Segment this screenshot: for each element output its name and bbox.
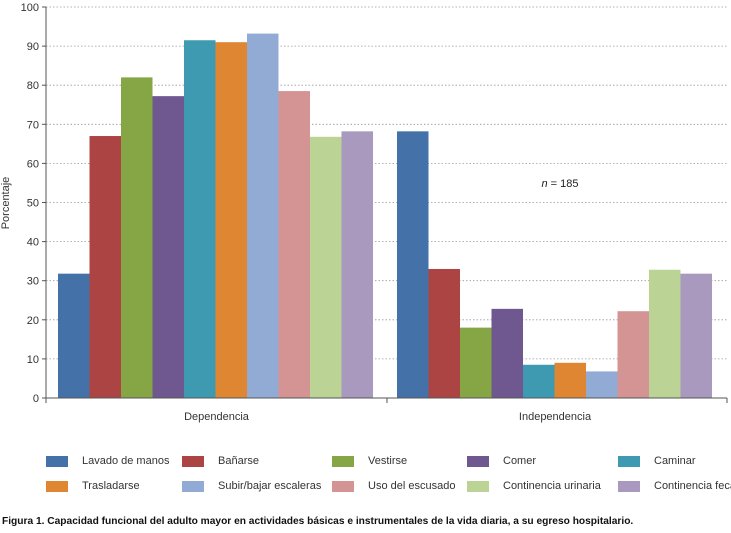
legend-swatch [182,455,204,467]
legend-label: Continencia urinaria [503,480,601,492]
y-axis-label: Porcentaje [0,177,12,230]
legend-item: Comer [467,453,536,469]
y-tick-label: 50 [27,198,39,210]
bar-dependencia-3 [152,96,184,398]
legend-item: Continencia urinaria [467,478,601,494]
y-tick-label: 90 [27,41,39,53]
legend-item: Vestirse [332,453,407,469]
legend-label: Trasladarse [82,480,140,492]
bar-independencia-9 [680,273,712,398]
y-tick-label: 70 [27,119,39,131]
bar-independencia-6 [586,371,618,398]
y-tick-label: 60 [27,158,39,170]
bars [58,33,712,399]
bar-independencia-1 [428,268,460,398]
bar-dependencia-1 [89,136,121,398]
category-labels: Dependencia Independencia [184,411,592,423]
y-tick-label: 100 [21,2,39,14]
legend-swatch [618,480,640,492]
legend-item: Trasladarse [46,478,140,494]
legend-label: Bañarse [218,455,259,467]
bar-independencia-7 [617,311,649,398]
legend-swatch [332,455,354,467]
legend-swatch [46,480,68,492]
bar-chart: 0 10 20 30 40 50 60 70 80 90 100 Dependencia Indepe… [0,2,728,423]
legend-label: Lavado de manos [82,455,170,467]
bar-dependencia-7 [278,91,310,398]
legend-item: Subir/bajar escaleras [182,478,321,494]
legend-swatch [332,480,354,492]
bar-dependencia-8 [310,136,342,398]
category-label: Dependencia [184,411,250,423]
legend-item: Lavado de manos [46,453,169,469]
legend-label: Comer [503,455,537,467]
bar-dependencia-0 [58,273,90,398]
annotation-text: = 185 [548,178,579,190]
figure-caption: Figura 1. Capacidad funcional del adulto… [2,516,634,527]
y-tick-labels: 0 10 20 30 40 50 60 70 80 90 100 [21,2,39,405]
category-label: Independencia [519,411,592,423]
bar-independencia-5 [554,362,586,398]
legend-item: Uso del escusado [332,478,455,494]
bar-independencia-8 [649,269,681,398]
bar-independencia-0 [397,131,429,398]
bar-dependencia-5 [215,42,247,398]
y-tick-label: 20 [27,315,39,327]
legend-item: Bañarse [182,453,259,469]
y-tick-label: 40 [27,237,39,249]
y-tick-label: 0 [33,393,39,405]
sample-size-annotation: n = 185 [541,178,578,190]
legend-swatch [182,480,204,492]
legend-swatch [618,455,640,467]
y-tick-label: 10 [27,354,39,366]
axes [42,6,728,403]
annotation-italic: n [541,178,547,190]
legend-swatch [467,455,489,467]
legend-item: Continencia fecal [618,478,731,494]
legend-swatch [467,480,489,492]
legend-label: Subir/bajar escaleras [218,480,322,492]
bar-independencia-4 [523,364,555,398]
bar-independencia-3 [491,308,523,398]
legend-label: Caminar [654,455,696,467]
bar-dependencia-6 [247,33,279,398]
y-tick-label: 80 [27,80,39,92]
legend-label: Vestirse [368,455,408,467]
bar-independencia-2 [460,327,492,398]
bar-dependencia-2 [121,77,153,398]
legend-swatch [46,455,68,467]
legend-label: Uso del escusado [368,480,456,492]
y-tick-label: 30 [27,276,39,288]
bar-dependencia-9 [341,131,373,398]
bar-dependencia-4 [184,40,216,399]
legend-label: Continencia fecal [654,480,731,492]
legend-item: Caminar [618,453,696,469]
